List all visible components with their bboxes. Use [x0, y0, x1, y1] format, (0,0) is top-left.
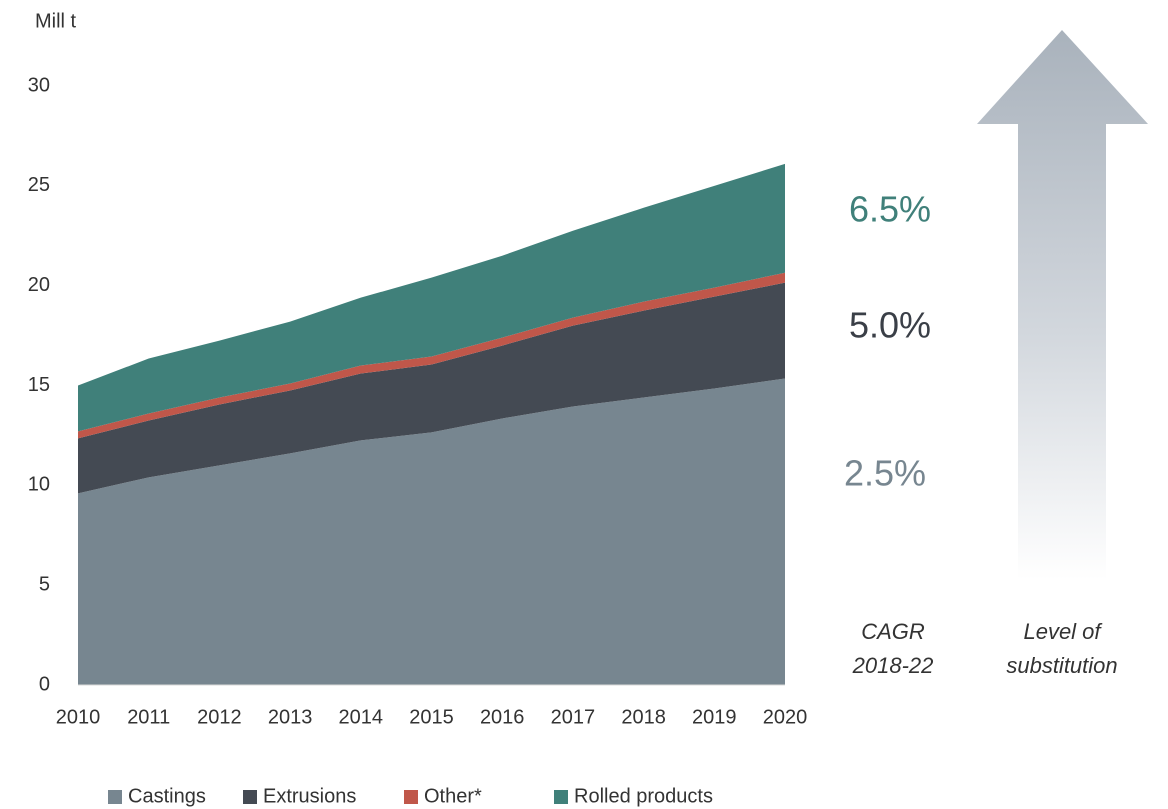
cagr-value: 2.5% — [844, 453, 926, 494]
x-tick-label: 2015 — [409, 706, 454, 728]
legend-label: Castings — [128, 785, 206, 807]
legend-label: Extrusions — [263, 785, 356, 807]
substitution-arrow — [977, 30, 1148, 580]
area — [78, 163, 785, 432]
y-tick-label: 5 — [39, 573, 50, 595]
y-tick-label: 0 — [39, 673, 50, 695]
x-tick-label: 2020 — [763, 706, 808, 728]
cagr-label: CAGR — [861, 619, 925, 644]
x-tick-label: 2012 — [197, 706, 242, 728]
x-tick-label: 2017 — [551, 706, 596, 728]
legend-label: Rolled products — [574, 785, 713, 807]
x-tick-label: 2018 — [621, 706, 666, 728]
area — [78, 282, 785, 494]
y-tick-label: 10 — [28, 474, 50, 496]
legend-swatch — [108, 790, 122, 804]
x-tick-label: 2019 — [692, 706, 737, 728]
x-tick-label: 2016 — [480, 706, 525, 728]
arrow-label: substitution — [1006, 653, 1117, 678]
cagr-value: 6.5% — [849, 189, 931, 230]
legend-label: Other* — [424, 785, 482, 807]
y-axis-label: Mill t — [35, 10, 77, 32]
legend-swatch — [404, 790, 418, 804]
x-tick-label: 2013 — [268, 706, 313, 728]
x-tick-label: 2014 — [339, 706, 384, 728]
legend-swatch — [554, 790, 568, 804]
y-tick-label: 25 — [28, 174, 50, 196]
y-tick-label: 15 — [28, 374, 50, 396]
area — [78, 378, 785, 685]
y-tick-label: 20 — [28, 274, 50, 296]
cagr-value: 5.0% — [849, 305, 931, 346]
legend-swatch — [243, 790, 257, 804]
x-tick-label: 2010 — [56, 706, 101, 728]
cagr-label: 2018-22 — [852, 653, 934, 678]
x-tick-label: 2011 — [127, 706, 170, 728]
y-tick-label: 30 — [28, 74, 50, 96]
area — [78, 272, 785, 439]
arrow-label: Level of — [1023, 619, 1103, 644]
